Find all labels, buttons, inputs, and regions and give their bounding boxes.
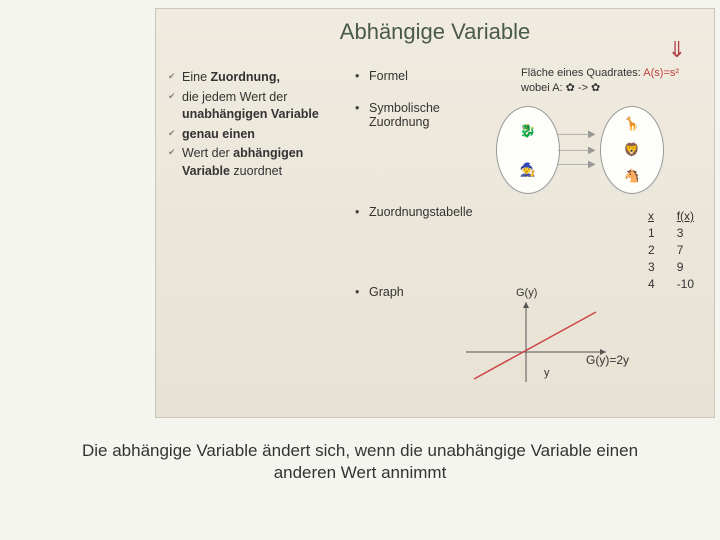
graph-y-label: y <box>544 367 550 379</box>
domain-icon: 🐉 <box>520 123 536 139</box>
list-item: Wert der abhängigen Variable zuordnet <box>168 145 340 180</box>
arrow-icon: ———▶ <box>558 129 596 140</box>
domain-oval: 🐉 🧙 <box>496 106 560 194</box>
col-header: x <box>638 209 665 224</box>
list-item: die jedem Wert der unabhängigen Variable <box>168 89 340 124</box>
list-item: Formel <box>351 69 481 83</box>
formula-text: Fläche eines Quadrates: A(s)=s² wobei A:… <box>521 66 679 96</box>
value-table: xf(x) 13 27 39 4-10 <box>636 207 706 294</box>
codomain-oval: 🦒 🦁 🐴 <box>600 106 664 194</box>
slide-panel: Abhängige Variable ⇓ Eine Zuordnung, die… <box>155 8 715 418</box>
codomain-icon: 🦒 <box>624 116 640 132</box>
slide-title: Abhängige Variable <box>156 19 714 45</box>
graph-plot <box>456 297 616 387</box>
list-item: Zuordnungstabelle <box>351 205 481 219</box>
codomain-icon: 🐴 <box>624 168 640 184</box>
col-header: f(x) <box>667 209 704 224</box>
table-row: 13 <box>638 226 704 241</box>
graph-equation: G(y)=2y <box>586 353 629 367</box>
definition-list: Eine Zuordnung, die jedem Wert der unabh… <box>168 69 340 182</box>
list-item: Symbolische Zuordnung <box>351 101 481 129</box>
table-row: 4-10 <box>638 277 704 292</box>
list-item: Eine Zuordnung, <box>168 69 340 87</box>
arrow-icon: ———▶ <box>558 145 596 156</box>
table-row: 39 <box>638 260 704 275</box>
table-row: 27 <box>638 243 704 258</box>
arrow-icon: ———▶ <box>558 159 596 170</box>
domain-icon: 🧙 <box>520 162 536 178</box>
list-item: genau einen <box>168 126 340 144</box>
mapping-diagram: 🐉 🧙 🦒 🦁 🐴 ———▶ ———▶ ———▶ <box>496 101 666 201</box>
methods-list: Formel Symbolische Zuordnung Zuordnungst… <box>351 69 481 299</box>
arrow-down-icon: ⇓ <box>668 37 686 63</box>
codomain-icon: 🦁 <box>624 142 640 158</box>
summary-text: Die abhängige Variable ändert sich, wenn… <box>0 440 720 484</box>
